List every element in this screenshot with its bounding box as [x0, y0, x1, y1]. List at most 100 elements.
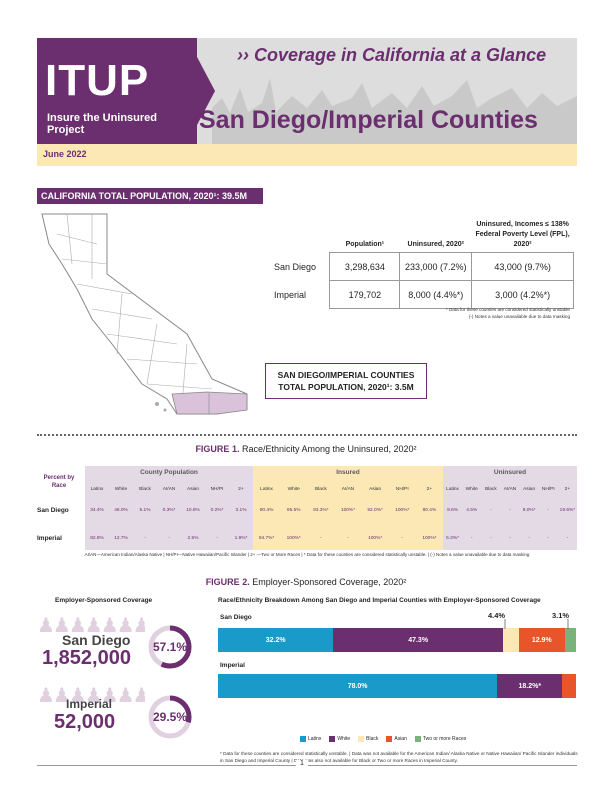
sdi-total-line2: TOTAL POPULATION, 2020¹: 3.5M: [278, 382, 414, 392]
legend-swatch: [358, 736, 365, 742]
table-cell: 9.6%: [447, 508, 459, 513]
column-header: Asian: [523, 487, 536, 492]
table-cell: 12.7%: [114, 536, 128, 541]
row-county: San Diego: [274, 261, 317, 272]
callout-two-plus: 3.1%: [552, 611, 570, 620]
table-cell: -: [509, 536, 511, 541]
table-cell: 10.8%: [186, 508, 200, 513]
legend-item: White: [329, 736, 350, 742]
legend-item: Two or more Races: [414, 736, 466, 742]
table-cell: 95.5%: [286, 508, 301, 513]
sd-esc-pct: 57.1%: [152, 640, 188, 654]
table-cell: 100%*: [286, 536, 301, 541]
percent-by-race-label: Percent by Race: [43, 475, 75, 489]
sd-esc-county: San Diego: [62, 632, 131, 648]
header-banner: ITUP Insure the Uninsured Project ›› Cov…: [37, 38, 577, 144]
row-label-san-diego: San Diego: [37, 507, 69, 514]
column-header: Latinx: [260, 487, 273, 492]
table-cell: -: [547, 536, 550, 541]
sd-donut: [148, 625, 192, 669]
people-icons: ♟♟♟♟♟♟♟♟♟♟♟♟♟♟♟♟♟♟♟♟♟♟♟♟♟♟♟♟♟♟: [37, 616, 145, 637]
figure1-note: AI/AN—American Indian/Alaska Native | NH…: [84, 552, 530, 557]
legend-label: Latinx: [308, 736, 322, 742]
table-cell: -: [470, 536, 473, 541]
table-cell: -: [528, 536, 530, 541]
table-row: Imperial 179,702 8,000 (4.4%*) 3,000 (4.…: [270, 280, 574, 309]
itup-logo: ITUP Insure the Uninsured Project: [37, 38, 197, 144]
bar-label-san-diego: San Diego: [220, 614, 252, 621]
figure1-title: FIGURE 1. Race/Ethnicity Among the Unins…: [0, 444, 612, 454]
table-cell: 4.5%: [466, 508, 478, 513]
table-cell: -: [547, 508, 550, 513]
group-header: Uninsured: [493, 469, 527, 476]
legend-label: White: [337, 736, 351, 742]
table-cell: -: [509, 508, 511, 513]
column-header: White: [465, 487, 478, 492]
table-cell: 34.4%: [90, 508, 104, 513]
table-cell: 5.3%*: [446, 536, 459, 541]
ca-population-label: CALIFORNIA TOTAL POPULATION, 2020¹: 39.5…: [41, 191, 248, 201]
breakdown-label: Race/Ethnicity Breakdown Among San Diego…: [218, 597, 541, 604]
row-county: Imperial: [274, 289, 307, 300]
cell-uninsured-fpl: 43,000 (9.7%): [471, 252, 574, 281]
column-header: 2+: [426, 487, 433, 492]
logo-text: ITUP: [45, 56, 150, 105]
figure1-table: Percent by Race County Population Insure…: [37, 466, 577, 550]
table-row: San Diego 3,298,634 233,000 (7.2%) 43,00…: [270, 252, 574, 281]
table-cell: -: [168, 536, 170, 541]
legend-label: Black: [366, 736, 379, 742]
table-cell: 19.6%*: [559, 508, 576, 513]
group-header: County Population: [140, 469, 198, 476]
date-bar: June 2022: [37, 144, 577, 166]
note-masking: (-) Notes a value unavailable due to dat…: [468, 314, 570, 319]
table-cell: 100%*: [395, 508, 410, 513]
bar-legend: Latinx White Black Asian Two or more Races: [300, 736, 466, 742]
column-header: White: [114, 487, 128, 492]
bar-segment: [562, 674, 576, 698]
table-cell: 80.4%: [422, 508, 437, 513]
cell-uninsured-fpl: 3,000 (4.2%*): [471, 280, 574, 309]
figure2-title-text: Employer-Sponsored Coverage, 2020²: [249, 577, 407, 587]
figure1-title-text: Race/Ethnicity Among the Uninsured, 2020…: [239, 444, 417, 454]
table-cell: 8.0%*: [522, 508, 536, 513]
table-cell: 82.8%: [90, 536, 104, 541]
imp-esc-county: Imperial: [66, 697, 113, 711]
column-header: White: [287, 487, 300, 492]
california-counties-map: [41, 213, 248, 415]
column-header: Latinx: [90, 487, 104, 492]
bar-label-imperial: Imperial: [220, 662, 245, 669]
figure2-number: FIGURE 2.: [205, 577, 250, 587]
bar-segment: [502, 628, 519, 652]
legend-swatch: [414, 736, 421, 742]
table-cell: 2.5%: [187, 536, 199, 541]
table-cell: -: [347, 536, 349, 541]
cell-uninsured: 8,000 (4.4%*): [399, 280, 473, 309]
cell-uninsured: 233,000 (7.2%): [399, 252, 473, 281]
logo-arrow-shape: [187, 38, 215, 144]
column-header: Black: [314, 487, 327, 492]
legend-swatch: [386, 736, 393, 742]
column-header: Black: [139, 487, 151, 492]
figure1-number: FIGURE 1.: [195, 444, 240, 454]
page-title: San Diego/Imperial Counties: [199, 106, 538, 134]
sdi-total-population-box: SAN DIEGO/IMPERIAL COUNTIES TOTAL POPULA…: [265, 363, 427, 399]
logo-subtext: Insure the Uninsured Project: [47, 112, 158, 136]
legend-swatch: [329, 736, 336, 742]
table-cell: 100%*: [340, 508, 356, 513]
report-date: June 2022: [43, 149, 87, 159]
city-skyline-illustration: [212, 78, 577, 144]
table-cell: -: [566, 536, 569, 541]
table-cell: 5.1%: [139, 508, 151, 513]
group-insured: Insured: [253, 466, 443, 550]
table-cell: 90.4%: [259, 508, 274, 513]
col-population: Population¹: [345, 241, 385, 248]
page-number: 1: [296, 760, 308, 767]
legend-item: Latinx: [300, 736, 321, 742]
bar-segment: 12.9%: [518, 628, 565, 652]
stacked-bar-imperial: 78.0% 18.2%*: [218, 674, 576, 698]
esc-label: Employer-Sponsored Coverage: [55, 597, 153, 604]
page-subtitle: ›› Coverage in California at a Glance: [237, 45, 547, 65]
column-header: 2+: [238, 487, 244, 492]
callout-lines: [504, 619, 569, 629]
sd-esc-number: 1,852,000: [42, 647, 131, 669]
